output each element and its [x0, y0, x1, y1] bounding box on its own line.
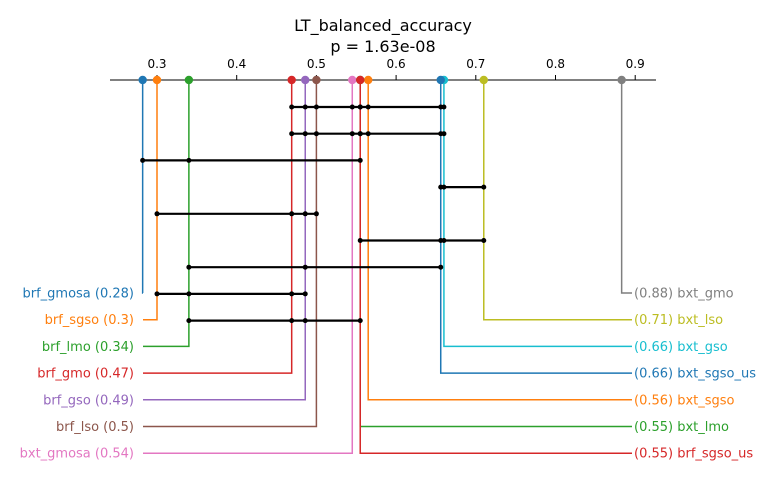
method-markers — [138, 75, 626, 85]
method-label-brf_gmo: brf_gmo (0.47) — [37, 367, 134, 382]
clique-dot — [289, 318, 295, 324]
method-marker-brf_lmo — [184, 75, 194, 85]
method-label-bxt_lmo: (0.55) bxt_lmo — [634, 420, 729, 435]
clique-dot — [481, 238, 487, 243]
axis-tick-label: 0.6 — [387, 57, 406, 71]
method-label-brf_sgso_us: (0.55) brf_sgso_us — [634, 447, 753, 462]
clique-dot — [289, 211, 295, 217]
clique-dot — [357, 131, 363, 137]
method-marker-bxt_gmosa — [348, 75, 357, 85]
clique-dot — [302, 291, 308, 297]
method-marker-bxt_sgso_us — [436, 75, 445, 85]
clique-dot — [349, 131, 355, 137]
clique-dot — [302, 104, 308, 110]
axis-tick-label: 0.9 — [626, 57, 645, 71]
method-marker-brf_gmosa — [138, 75, 147, 85]
method-label-brf_lmo: brf_lmo (0.34) — [42, 340, 134, 355]
axis-tick-label: 0.5 — [307, 57, 326, 71]
clique-dot — [313, 211, 319, 217]
clique-dot — [289, 131, 295, 137]
clique-dot — [441, 104, 447, 110]
clique-dot — [365, 131, 371, 137]
clique-dot — [154, 291, 160, 297]
method-guide-bxt_gmo — [620, 80, 632, 294]
clique-dot — [289, 104, 295, 110]
clique-dot — [186, 157, 192, 163]
axis-tick-label: 0.3 — [147, 57, 166, 71]
clique-dot — [140, 157, 146, 163]
method-marker-brf_sgso_us — [356, 75, 365, 85]
method-guide-brf_lmo — [143, 80, 190, 348]
method-guide-bxt_lso — [483, 80, 632, 321]
clique-dot — [186, 291, 192, 297]
clique-dot — [357, 318, 363, 324]
method-marker-brf_lso — [312, 75, 321, 85]
clique-dot — [481, 184, 487, 190]
method-guide-bxt_sgso_us — [439, 80, 632, 374]
clique-bars — [140, 104, 487, 324]
method-label-brf_sgso: brf_sgso (0.3) — [45, 313, 134, 328]
clique-dot — [186, 264, 192, 270]
clique-dot — [302, 318, 308, 324]
clique-dot — [302, 211, 308, 217]
clique-dot — [154, 211, 160, 217]
axis-tick-label: 0.4 — [227, 57, 246, 71]
clique-dot — [357, 157, 363, 163]
axis-tick-label: 0.8 — [546, 57, 565, 71]
method-label-brf_lso: brf_lso (0.5) — [56, 420, 134, 435]
method-marker-brf_gso — [301, 75, 310, 85]
method-guide-brf_gmo — [143, 80, 293, 374]
method-label-bxt_gso: (0.66) bxt_gso — [634, 340, 728, 355]
method-label-bxt_lso: (0.71) bxt_lso — [634, 313, 723, 328]
clique-dot — [302, 131, 308, 137]
clique-dot — [441, 238, 447, 243]
method-marker-brf_gmo — [287, 75, 296, 85]
method-label-brf_gso: brf_gso (0.49) — [43, 393, 134, 408]
method-label-brf_gmosa: brf_gmosa (0.28) — [22, 287, 134, 302]
method-marker-brf_sgso — [152, 75, 162, 85]
chart-subtitle: p = 1.63e-08 — [330, 37, 435, 56]
clique-dot — [365, 104, 371, 110]
method-label-bxt_gmosa: bxt_gmosa (0.54) — [20, 447, 134, 462]
method-label-bxt_sgso_us: (0.66) bxt_sgso_us — [634, 367, 756, 382]
method-guide-lines — [141, 80, 632, 454]
clique-dot — [313, 131, 319, 137]
method-guide-brf_lso — [143, 80, 318, 428]
method-marker-bxt_sgso — [364, 75, 373, 85]
axis-ticks: 0.3 0.4 0.5 0.6 0.7 0.8 0.9 — [147, 57, 645, 80]
clique-dot — [441, 184, 447, 190]
method-guide-brf_sgso — [143, 80, 158, 321]
clique-dot — [302, 264, 308, 270]
method-guide-brf_gso — [143, 80, 306, 401]
method-labels: brf_gmosa (0.28) brf_sgso (0.3) brf_lmo (0… — [20, 287, 757, 462]
clique-dot — [186, 318, 192, 324]
method-guide-brf_sgso_us — [359, 80, 632, 454]
method-guide-bxt_lmo — [359, 80, 632, 428]
clique-dot — [313, 104, 319, 110]
clique-dot — [438, 264, 444, 270]
chart-title: LT_balanced_accuracy — [294, 16, 472, 36]
clique-dot — [289, 291, 295, 297]
clique-dot — [441, 131, 447, 137]
method-label-bxt_sgso: (0.56) bxt_sgso — [634, 393, 735, 408]
axis-tick-label: 0.7 — [466, 57, 485, 71]
method-marker-bxt_lso — [479, 75, 488, 85]
clique-dot — [357, 238, 363, 243]
clique-dot — [357, 104, 363, 110]
method-guide-bxt_gmosa — [143, 80, 354, 454]
method-marker-bxt_gmo — [617, 75, 626, 85]
method-guide-bxt_sgso — [367, 80, 632, 401]
method-label-bxt_gmo: (0.88) bxt_gmo — [634, 287, 734, 302]
method-guide-bxt_gso — [443, 80, 632, 348]
clique-dot — [349, 104, 355, 110]
